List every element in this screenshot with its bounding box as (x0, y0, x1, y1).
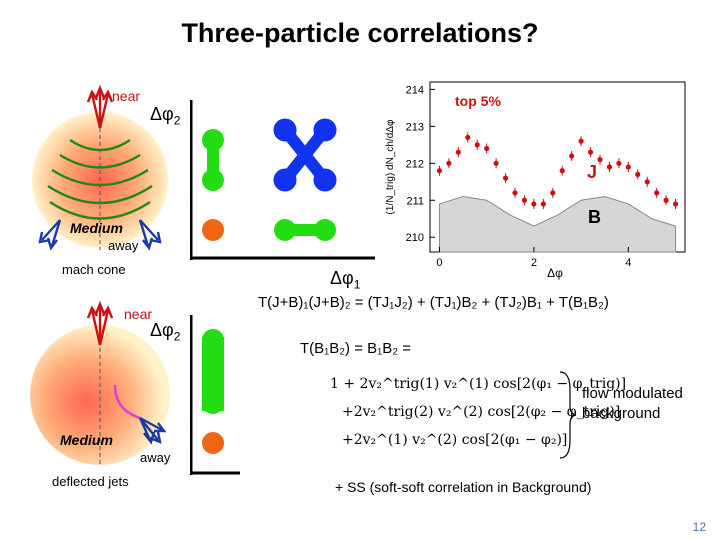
slide-title: Three-particle correlations? (181, 18, 539, 48)
flow-note: flow modulated background (582, 385, 683, 422)
mach-cone-wavefronts (47, 139, 153, 220)
data-point-j (606, 164, 613, 170)
mach-cone-diagram (32, 84, 168, 251)
data-point-j (493, 160, 499, 166)
green-horizontal-dumbbell (274, 219, 336, 241)
flow-terms: 1 + 2v₂^trig(1) v₂^(1) cos[2(φ₁ − φ_trig… (330, 370, 626, 454)
flow-term-3: +2v₂^(1) v₂^(2) cos[2(φ₁ − φ₂)] (342, 432, 568, 448)
mach-cone-caption: mach cone (62, 262, 126, 277)
deflected-caption: deflected jets (52, 474, 129, 489)
blue-x-pattern (273, 118, 337, 192)
ytick-label: 211 (406, 195, 424, 207)
data-point-j (474, 142, 480, 148)
correlation-pattern-box (190, 100, 375, 260)
data-point-j (559, 168, 565, 174)
green-vertical-dumbbell (202, 129, 224, 191)
data-point-j (587, 149, 594, 155)
medium-label: Medium (70, 220, 123, 236)
data-point-j (540, 201, 546, 207)
data-point-j (502, 175, 509, 181)
deflection-path (113, 384, 141, 420)
data-point-j (578, 138, 584, 144)
data-point-j (635, 171, 641, 177)
data-point-j (465, 134, 471, 141)
near-label-2: near (124, 306, 153, 322)
deflected-jets-diagram (30, 300, 170, 465)
medium-blob (30, 325, 170, 465)
xtick-label: 4 (625, 257, 631, 269)
away-arrows (38, 219, 162, 251)
xtick-label: 2 (531, 257, 537, 269)
data-point-j (531, 201, 537, 207)
data-point-j (654, 190, 660, 196)
away-label: away (108, 238, 139, 253)
dphi1-label: Δφ1 (330, 268, 361, 292)
data-point-j (512, 190, 518, 196)
green-vertical-stack (202, 329, 224, 414)
dphi2-bottom-label: Δφ2 (150, 320, 181, 344)
j-annotation: J (587, 162, 598, 182)
chart-xlabel: Δφ (547, 266, 563, 280)
data-point-j (521, 197, 528, 203)
data-point-j (436, 168, 443, 174)
correlation-equation: T(J+B)₁(J+B)₂ = (TJ₁J₂) + (TJ₁)B₂ + (TJ₂… (258, 294, 609, 311)
data-point-j (550, 190, 556, 196)
orange-dot (202, 219, 224, 241)
near-arrows (86, 84, 114, 129)
page-number: 12 (692, 520, 706, 534)
soft-soft-note: + SS (soft-soft correlation in Backgroun… (335, 479, 592, 495)
near-arrows (86, 300, 114, 346)
ytick-label: 212 (406, 158, 424, 170)
data-point-j (484, 145, 490, 152)
ytick-label: 214 (406, 84, 424, 96)
b-annotation: B (588, 207, 601, 227)
data-point-j (625, 164, 631, 170)
data-point-j (616, 160, 622, 166)
data-point-j (569, 153, 575, 159)
near-label: near (112, 88, 141, 104)
flow-term-2: +2v₂^trig(2) v₂^(2) cos[2(φ₂ − φ_trig)] (342, 404, 621, 420)
ytick-label: 210 (406, 232, 424, 244)
flow-brace (559, 371, 577, 459)
data-point-j (455, 149, 461, 155)
orange-dot-2 (202, 432, 224, 454)
away-label-2: away (140, 450, 171, 465)
data-point-j (672, 201, 679, 207)
ytick-label: 213 (406, 121, 424, 133)
data-point-j (644, 179, 650, 185)
xtick-label: 0 (436, 257, 442, 269)
chart-title: top 5% (455, 93, 501, 109)
background-equation-head: T(B₁B₂) = B₁B₂ = (300, 340, 411, 357)
data-point-j (663, 197, 669, 203)
dphi2-top-label: Δφ2 (150, 104, 181, 128)
data-point-j (446, 160, 452, 166)
background-band (438, 196, 677, 253)
chart-ylabel: (1/N_trig) dN_ch/dΔφ (385, 119, 396, 214)
data-point-j (597, 157, 603, 163)
away-arrows (138, 416, 167, 445)
medium-label-2: Medium (60, 432, 113, 448)
deflected-pattern-box (190, 315, 240, 475)
flow-term-1: 1 + 2v₂^trig(1) v₂^(1) cos[2(φ₁ − φ_trig… (330, 376, 627, 392)
